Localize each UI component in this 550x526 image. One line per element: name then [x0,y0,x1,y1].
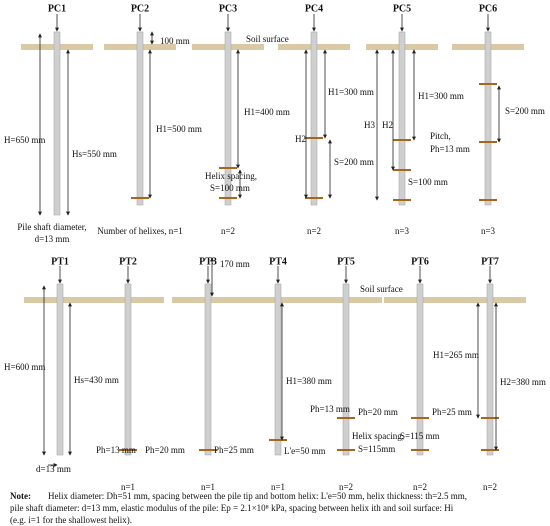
annotation: n=3 [395,226,410,236]
pile-label: PT6 [411,256,429,267]
pile-shaft [484,31,492,206]
pile-shaft [56,283,64,456]
annotation: S=100 mm [408,177,448,187]
annotation: Ph=25 mm [214,445,254,455]
pile-label: PC1 [48,3,66,14]
note-line: (e.g. i=1 for the shallowest helix). [10,515,132,525]
pile-label: PT5 [337,256,355,267]
annotation: H1=265 mm [433,350,479,360]
pile-label: PT3 [199,256,217,267]
pile-shaft [398,31,406,206]
note-label: Note: [10,491,31,501]
drawing: PC1 PC2 PC3 PC4 PC5 PC6 H=650 mm Hs=550 mm Pile … [4,3,546,525]
annotation: H1=500 mm [156,124,202,134]
pile-label: PC4 [305,3,323,14]
pile-shaft [274,283,282,456]
pile-label: PC6 [479,3,497,14]
annotation: S=115mm [358,444,395,454]
pile-label: PT2 [119,256,137,267]
annotation: H1=300 mm [418,91,464,101]
annotation: n=2 [307,226,321,236]
pile-shaft [486,283,494,456]
pile-shaft [53,31,61,216]
annotation: Pile shaft diameter, [17,222,86,232]
note-line: Helix diameter: Dh=51 mm, spacing betwee… [48,491,467,501]
annotation: d=13 mm [35,234,70,244]
annotation: n=1 [121,482,135,492]
annotation: Soil surface [246,34,289,44]
annotation: H=600 mm [4,362,45,372]
pile-shaft [224,31,232,206]
annotation: n=2 [339,482,353,492]
annotation: d=13 mm [36,464,71,474]
annotation: H3 [364,120,375,130]
pile-shaft [310,31,318,206]
annotation: Hs=550 mm [72,149,117,159]
annotation: n=1 [271,482,285,492]
annotation: H=650 mm [4,135,45,145]
annotation: Ph=25 mm [432,407,472,417]
annotation: Number of helixes, n=1 [97,226,183,236]
annotation: S=115 mm [400,431,440,441]
annotation: Ph=20 mm [358,407,398,417]
annotation: H1=380 mm [286,376,332,386]
annotation: Ph=13 mm [430,144,470,154]
annotation: 100 mm [160,36,190,46]
pile-label: PC2 [131,3,149,14]
annotation: H2 [382,120,393,130]
note-line: pile shaft diameter: d=13 mm, elastic mo… [10,503,454,513]
annotation: H1=400 mm [244,107,290,117]
annotation: Ph=13 mm [96,445,136,455]
annotation: Hs=430 mm [74,375,119,385]
annotation: Helix spacing, [205,171,257,181]
pile-shaft [204,283,212,456]
pile-shaft [342,283,350,456]
annotation: n=2 [221,226,235,236]
annotation: n=1 [201,482,215,492]
annotation: S=200 mm [334,157,374,167]
annotation: Pitch, [430,131,451,141]
annotation: n=2 [413,482,427,492]
annotation: Helix spacing, [352,431,404,441]
annotation: H1=300 mm [328,87,374,97]
annotation: H2 [295,134,306,144]
pile-label: PC3 [219,3,237,14]
pile-shaft [136,31,144,206]
annotation: n=3 [481,226,496,236]
pile-shaft [416,283,424,456]
annotation: S=200 mm [505,106,545,116]
annotation: n=2 [483,482,497,492]
annotation: H2=380 mm [500,377,546,387]
annotation: L'e=50 mm [284,446,325,456]
pile-label: PT4 [269,256,287,267]
pile-shaft [124,283,132,456]
annotation: Soil surface [360,284,403,294]
annotation: 170 mm [220,259,250,269]
pile-label: PC5 [393,3,411,14]
pile-label: PT7 [481,256,499,267]
pile-label: PT1 [51,256,69,267]
annotation: Ph=13 mm [310,404,350,414]
annotation: S=100 mm [210,183,250,193]
annotation: Ph=20 mm [145,445,185,455]
